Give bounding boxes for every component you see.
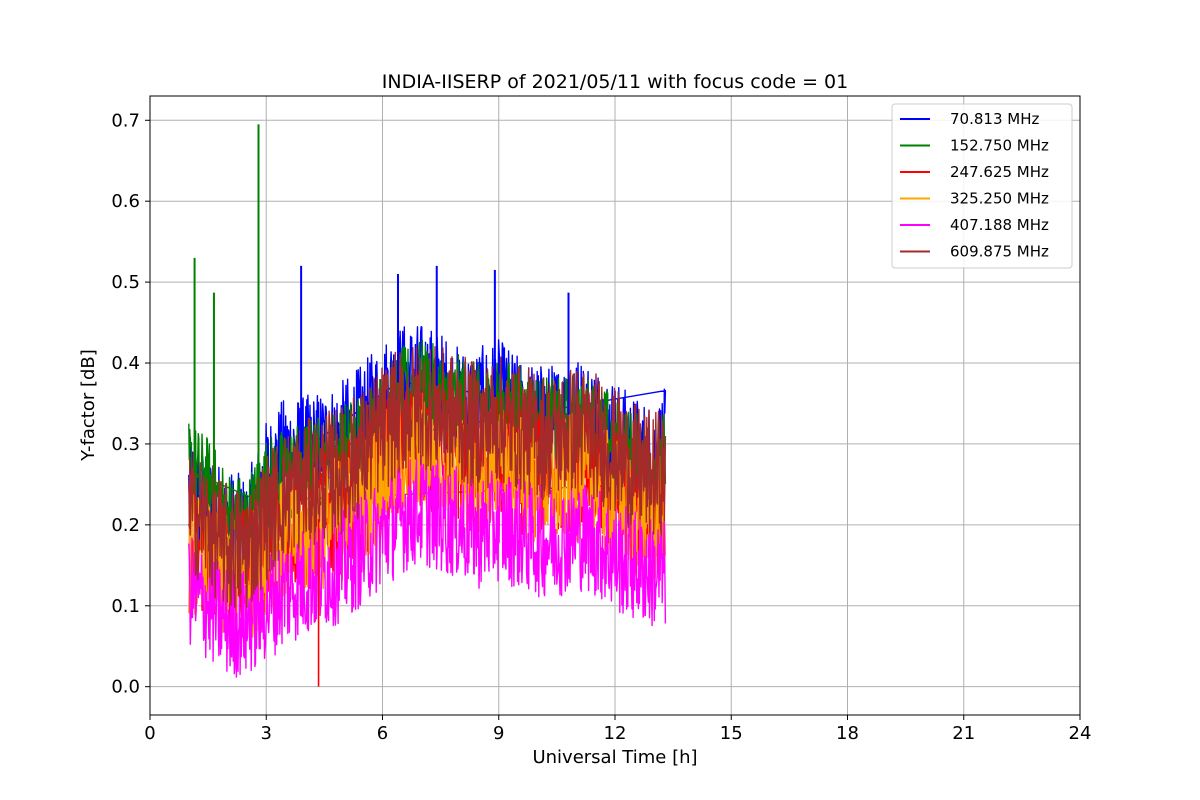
- legend-label: 325.250 MHz: [950, 190, 1049, 208]
- y-tick-label: 0.2: [111, 515, 140, 536]
- x-tick-label: 18: [836, 723, 859, 744]
- y-tick-label: 0.3: [111, 434, 140, 455]
- plot-series-group: [188, 124, 667, 687]
- legend-label: 407.188 MHz: [950, 216, 1049, 234]
- x-tick-label: 12: [604, 723, 627, 744]
- x-tick-label: 6: [377, 723, 388, 744]
- y-tick-label: 0.4: [111, 353, 140, 374]
- x-tick-label: 3: [261, 723, 272, 744]
- x-axis-label: Universal Time [h]: [532, 747, 697, 768]
- series-line: [188, 383, 667, 637]
- y-tick-label: 0.7: [111, 110, 140, 131]
- y-axis: 0.0 0.1 0.2 0.3 0.4 0.5 0.6 0.7: [111, 110, 150, 698]
- y-tick-label: 0.6: [111, 191, 140, 212]
- y-tick-label: 0.0: [111, 677, 140, 698]
- legend-label: 152.750 MHz: [950, 137, 1049, 155]
- series-line: [188, 346, 667, 609]
- x-tick-label: 9: [493, 723, 504, 744]
- x-axis: 0 3 6 9 12 15 18 21 24: [144, 715, 1091, 744]
- legend-label: 247.625 MHz: [950, 163, 1049, 181]
- x-tick-label: 0: [144, 723, 155, 744]
- legend-label: 70.813 MHz: [950, 110, 1039, 128]
- x-tick-label: 21: [952, 723, 975, 744]
- x-tick-label: 15: [720, 723, 743, 744]
- y-tick-label: 0.1: [111, 596, 140, 617]
- legend-box: [891, 103, 1073, 269]
- legend: 70.813 MHz 152.750 MHz 247.625 MHz 325.250 …: [891, 103, 1073, 269]
- legend-label: 609.875 MHz: [950, 243, 1049, 261]
- chart-title: INDIA-IISERP of 2021/05/11 with focus co…: [382, 71, 848, 93]
- y-axis-label: Y-factor [dB]: [78, 349, 99, 462]
- series-line: [188, 454, 667, 678]
- y-tick-label: 0.5: [111, 272, 140, 293]
- x-tick-label: 24: [1069, 723, 1092, 744]
